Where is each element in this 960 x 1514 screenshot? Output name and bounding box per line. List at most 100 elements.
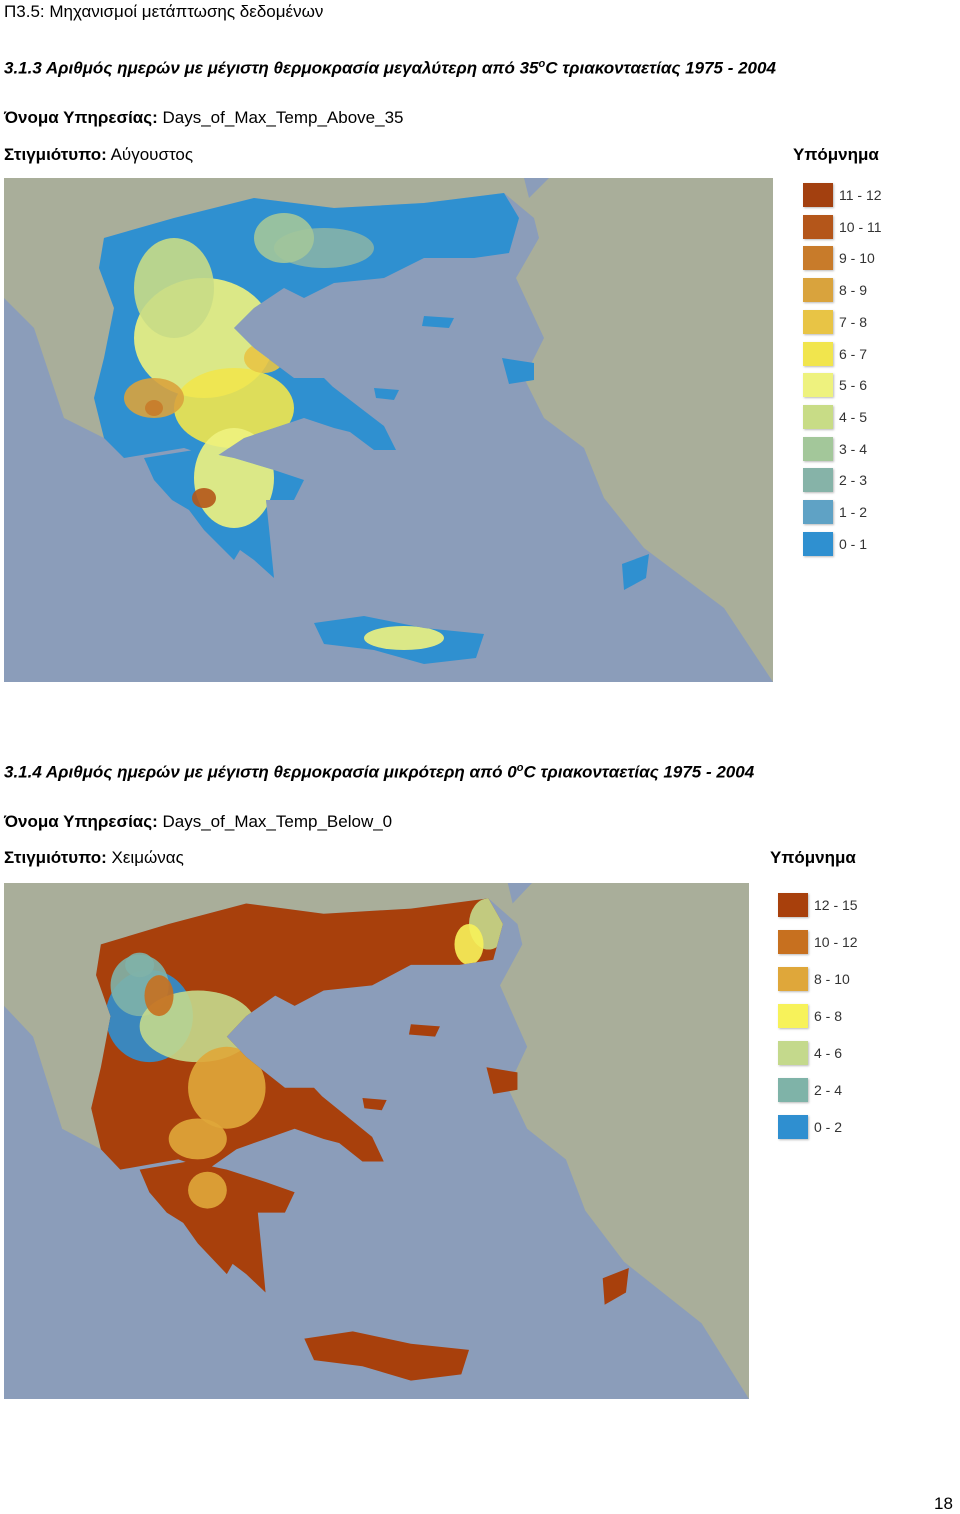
legend-label: 7 - 8 bbox=[839, 313, 868, 330]
legend-label: 10 - 12 bbox=[814, 934, 858, 950]
legend-item: 5 - 6 bbox=[803, 373, 903, 399]
land bbox=[4, 883, 749, 1399]
legend-swatch bbox=[803, 531, 833, 556]
legend-swatch bbox=[778, 930, 808, 954]
legend-swatch bbox=[803, 183, 833, 207]
legend-item: 11 - 12 bbox=[803, 183, 903, 209]
value-area bbox=[168, 1118, 227, 1160]
heading-text: 3.1.4 Αριθμός ημερών με μέγιστη θερμοκρα… bbox=[4, 762, 517, 782]
snapshot-label: Στιγμιότυπο: bbox=[4, 145, 107, 164]
legend-item: 0 - 1 bbox=[803, 531, 903, 558]
legend-label: 10 - 11 bbox=[839, 218, 882, 235]
value-area bbox=[188, 1046, 266, 1129]
legend-item: 10 - 11 bbox=[803, 214, 903, 241]
section-heading: 3.1.3 Αριθμός ημερών με μέγιστη θερμοκρα… bbox=[4, 58, 776, 79]
value-area bbox=[188, 1171, 227, 1209]
value-area bbox=[125, 952, 155, 978]
legend-label: 3 - 4 bbox=[839, 440, 868, 457]
legend-label: 6 - 8 bbox=[814, 1008, 843, 1024]
value-area bbox=[144, 975, 174, 1017]
heading-superscript: o bbox=[516, 762, 524, 774]
legend-swatch bbox=[778, 967, 808, 991]
legend-label: 11 - 12 bbox=[839, 187, 882, 203]
snapshot-line: Στιγμιότυπο: Χειμώνας bbox=[4, 848, 184, 868]
legend-label: 8 - 10 bbox=[814, 971, 850, 987]
legend-item: 8 - 10 bbox=[778, 967, 878, 993]
map bbox=[4, 178, 773, 682]
page-header: Π3.5: Μηχανισμοί μετάπτωσης δεδομένων bbox=[4, 2, 324, 21]
legend-swatch bbox=[803, 278, 833, 303]
legend-swatch bbox=[803, 214, 833, 239]
legend-label: 0 - 2 bbox=[814, 1119, 843, 1135]
legend-title: Υπόμνημα bbox=[770, 848, 856, 867]
legend-item: 6 - 7 bbox=[803, 341, 903, 368]
value-area bbox=[254, 213, 314, 263]
legend-label: 2 - 4 bbox=[814, 1082, 843, 1098]
legend-item: 6 - 8 bbox=[778, 1004, 878, 1030]
value-area bbox=[364, 626, 444, 650]
legend-swatch bbox=[778, 1115, 808, 1139]
legend-item: 8 - 9 bbox=[803, 278, 903, 304]
value-area bbox=[192, 488, 216, 508]
legend-swatch bbox=[803, 436, 833, 461]
legend-item: 0 - 2 bbox=[778, 1115, 878, 1141]
value-area bbox=[145, 400, 163, 416]
heading-rest: C τριακονταετίας 1975 - 2004 bbox=[523, 762, 755, 782]
legend-label: 9 - 10 bbox=[839, 250, 875, 267]
legend-swatch bbox=[803, 341, 833, 366]
legend-label: 4 - 6 bbox=[814, 1045, 843, 1061]
legend-swatch bbox=[803, 404, 833, 429]
legend-label: 8 - 9 bbox=[839, 282, 868, 299]
value-area bbox=[124, 378, 184, 418]
service-name: Days_of_Max_Temp_Above_35 bbox=[162, 108, 404, 127]
legend-swatch bbox=[778, 1004, 808, 1028]
legend-label: 1 - 2 bbox=[839, 504, 868, 520]
service-label: Όνομα Υπηρεσίας: bbox=[4, 812, 158, 831]
legend-swatch bbox=[803, 468, 833, 493]
value-area bbox=[174, 368, 294, 448]
service-line: Όνομα Υπηρεσίας: Days_of_Max_Temp_Above_… bbox=[4, 108, 403, 128]
snapshot-value: Αύγουστος bbox=[110, 145, 194, 164]
legend-swatch bbox=[803, 500, 833, 524]
service-label: Όνομα Υπηρεσίας: bbox=[4, 108, 158, 127]
value-area bbox=[454, 923, 484, 965]
legend-item: 1 - 2 bbox=[803, 500, 903, 526]
service-name: Days_of_Max_Temp_Below_0 bbox=[162, 812, 393, 831]
legend-swatch bbox=[778, 1041, 808, 1065]
legend-item: 9 - 10 bbox=[803, 246, 903, 272]
legend-swatch bbox=[778, 893, 808, 917]
legend-swatch bbox=[803, 373, 833, 398]
section-heading: 3.1.4 Αριθμός ημερών με μέγιστη θερμοκρα… bbox=[4, 762, 754, 783]
map bbox=[4, 883, 749, 1399]
legend-item: 2 - 4 bbox=[778, 1078, 878, 1104]
legend: 12 - 15 10 - 12 8 - 10 6 - 8 4 - 6 2 - 4 0 - 2 bbox=[778, 893, 888, 1152]
legend-swatch bbox=[803, 309, 833, 334]
legend-label: 5 - 6 bbox=[839, 377, 868, 394]
heading-text: 3.1.3 Αριθμός ημερών με μέγιστη θερμοκρα… bbox=[4, 58, 539, 78]
legend-item: 4 - 5 bbox=[803, 404, 903, 431]
legend-swatch bbox=[803, 246, 833, 271]
legend-swatch bbox=[778, 1078, 808, 1102]
legend-item: 4 - 6 bbox=[778, 1041, 878, 1067]
legend-item: 12 - 15 bbox=[778, 893, 878, 919]
legend-label: 2 - 3 bbox=[839, 472, 868, 489]
legend-title: Υπόμνημα bbox=[793, 145, 879, 164]
page-number: 18 bbox=[934, 1494, 953, 1513]
heading-superscript: o bbox=[538, 58, 546, 70]
legend-item: 7 - 8 bbox=[803, 309, 903, 336]
legend-label: 4 - 5 bbox=[839, 408, 868, 425]
snapshot-value: Χειμώνας bbox=[111, 848, 184, 867]
land bbox=[4, 178, 773, 682]
value-area bbox=[134, 238, 214, 338]
legend-item: 10 - 12 bbox=[778, 930, 878, 956]
legend-item: 3 - 4 bbox=[803, 436, 903, 463]
snapshot-line: Στιγμιότυπο: Αύγουστος bbox=[4, 145, 193, 165]
legend-label: 12 - 15 bbox=[814, 897, 858, 913]
value-areas bbox=[124, 213, 564, 650]
snapshot-label: Στιγμιότυπο: bbox=[4, 848, 107, 867]
legend: 11 - 12 10 - 11 9 - 10 8 - 9 7 - 8 6 - 7 5 - 6… bbox=[803, 183, 913, 563]
service-line: Όνομα Υπηρεσίας: Days_of_Max_Temp_Below_… bbox=[4, 812, 392, 832]
heading-rest: C τριακονταετίας 1975 - 2004 bbox=[545, 58, 776, 78]
value-areas bbox=[105, 898, 508, 1209]
